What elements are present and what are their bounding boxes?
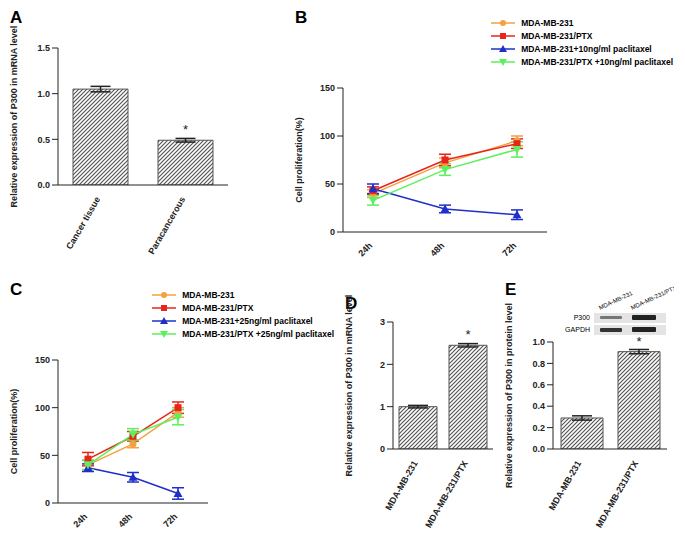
- svg-text:MDA-MB-231: MDA-MB-231: [598, 290, 634, 311]
- svg-text:24h: 24h: [356, 240, 374, 258]
- svg-text:48h: 48h: [116, 511, 134, 529]
- svg-text:150: 150: [35, 355, 50, 365]
- svg-text:1: 1: [380, 402, 385, 412]
- svg-text:0.8: 0.8: [532, 359, 545, 369]
- svg-text:1.5: 1.5: [37, 43, 50, 53]
- svg-text:Cell proliferation(%): Cell proliferation(%): [294, 117, 304, 203]
- svg-text:50: 50: [40, 451, 50, 461]
- svg-text:*: *: [183, 122, 188, 137]
- svg-text:MDA-MB-231/PTX: MDA-MB-231/PTX: [630, 284, 674, 310]
- svg-text:Relative expression of P300 in: Relative expression of P300 in protein l…: [504, 303, 514, 488]
- svg-text:MDA-MB-231/PTX: MDA-MB-231/PTX: [423, 459, 469, 529]
- svg-text:72h: 72h: [161, 511, 179, 529]
- svg-text:0: 0: [380, 444, 385, 454]
- svg-text:*: *: [465, 327, 470, 342]
- svg-text:0: 0: [330, 227, 335, 237]
- svg-text:0.4: 0.4: [532, 401, 545, 411]
- svg-text:3: 3: [380, 317, 385, 327]
- svg-text:*: *: [636, 334, 641, 349]
- svg-text:50: 50: [325, 179, 335, 189]
- svg-text:100: 100: [320, 131, 335, 141]
- svg-text:24h: 24h: [71, 511, 89, 529]
- svg-text:Relative expression of P300 in: Relative expression of P300 in mRNA leve…: [344, 295, 354, 477]
- svg-text:0.0: 0.0: [532, 444, 545, 454]
- svg-text:1.0: 1.0: [532, 337, 545, 347]
- svg-text:0.5: 0.5: [37, 135, 50, 145]
- svg-text:0.6: 0.6: [532, 380, 545, 390]
- svg-text:Cancer tissue: Cancer tissue: [64, 195, 102, 251]
- svg-text:0.0: 0.0: [37, 180, 50, 190]
- svg-text:0: 0: [45, 498, 50, 508]
- svg-text:MDA-MB-231/PTX: MDA-MB-231/PTX: [594, 459, 640, 529]
- svg-text:1.0: 1.0: [37, 89, 50, 99]
- svg-text:Relative expression of P300 in: Relative expression of P300 in mRNA leve…: [9, 26, 19, 208]
- svg-text:MDA-MB-231: MDA-MB-231: [547, 459, 583, 512]
- svg-text:48h: 48h: [428, 240, 446, 258]
- svg-text:GAPDH: GAPDH: [565, 326, 590, 333]
- svg-text:P300: P300: [574, 314, 590, 321]
- svg-text:2: 2: [380, 360, 385, 370]
- svg-text:MDA-MB-231: MDA-MB-231: [383, 459, 419, 512]
- svg-text:100: 100: [35, 403, 50, 413]
- svg-text:Cell proliferation(%): Cell proliferation(%): [9, 389, 19, 475]
- svg-text:150: 150: [320, 83, 335, 93]
- svg-text:72h: 72h: [500, 240, 518, 258]
- svg-text:Paracancerous: Paracancerous: [146, 195, 187, 256]
- svg-text:0.2: 0.2: [532, 423, 545, 433]
